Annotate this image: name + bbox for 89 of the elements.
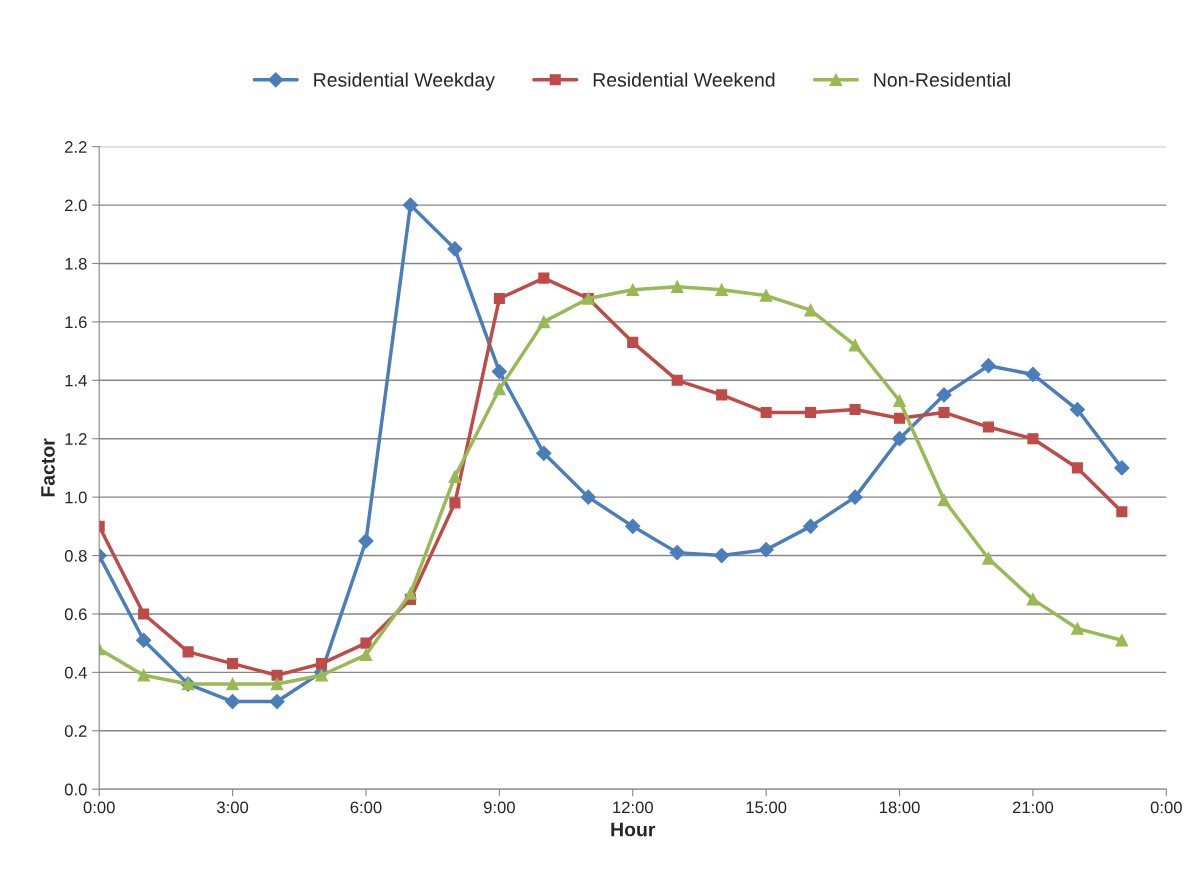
point xyxy=(537,315,551,329)
x-tick-label: 0:00 xyxy=(83,801,115,814)
point xyxy=(493,382,506,396)
y-tick-label: 1.6 xyxy=(65,316,87,329)
x-axis-title: Hour xyxy=(611,822,656,837)
point xyxy=(138,608,150,620)
point xyxy=(1071,462,1083,474)
point xyxy=(715,283,728,297)
point xyxy=(1071,622,1084,635)
point xyxy=(404,587,417,600)
point xyxy=(136,632,152,648)
point xyxy=(937,493,951,507)
y-tick-label: 0.2 xyxy=(64,725,87,737)
y-tick-label: 1.4 xyxy=(65,374,87,387)
point xyxy=(803,518,819,534)
point xyxy=(1116,506,1128,518)
x-tick-label: 9:00 xyxy=(483,801,515,814)
x-tick-label: 15:00 xyxy=(746,801,787,814)
point xyxy=(805,406,817,418)
point xyxy=(893,412,906,424)
point xyxy=(849,403,861,416)
point xyxy=(315,669,328,682)
point xyxy=(271,669,283,681)
point xyxy=(936,387,952,403)
point xyxy=(226,677,239,691)
point xyxy=(137,669,150,682)
x-tick-label: 3:00 xyxy=(216,801,249,814)
point xyxy=(580,489,596,505)
x-tick-label: 6:00 xyxy=(350,801,382,814)
x-tick-label: 0:00 xyxy=(1150,801,1182,814)
point xyxy=(360,637,372,649)
y-tick-label: 0.6 xyxy=(64,608,87,621)
point xyxy=(493,292,505,305)
point xyxy=(759,289,773,302)
point xyxy=(182,646,194,658)
y-tick-label: 0.4 xyxy=(64,666,87,679)
point xyxy=(270,677,284,691)
point xyxy=(982,552,995,565)
y-tick-label: 1.0 xyxy=(65,491,87,504)
point xyxy=(358,533,374,549)
legend-label: Residential Weekday xyxy=(314,72,495,91)
legend-label: Residential Weekend xyxy=(593,72,775,87)
point xyxy=(538,272,550,284)
point xyxy=(760,406,772,418)
point xyxy=(714,547,730,564)
point xyxy=(225,694,241,710)
y-axis-title: Factor xyxy=(41,438,55,497)
point xyxy=(227,658,239,670)
point xyxy=(670,280,684,294)
point xyxy=(402,197,419,213)
point xyxy=(669,545,685,561)
point xyxy=(359,648,373,662)
point xyxy=(804,303,817,317)
point xyxy=(938,406,950,418)
point xyxy=(447,241,463,257)
point xyxy=(1027,433,1039,445)
point xyxy=(315,658,328,670)
point xyxy=(891,431,908,447)
point xyxy=(269,694,285,710)
point xyxy=(1114,460,1130,476)
point xyxy=(1069,401,1085,418)
y-tick-label: 2.0 xyxy=(65,199,87,212)
point xyxy=(626,283,640,297)
point xyxy=(847,489,863,505)
point xyxy=(491,363,507,380)
y-tick-label: 1.2 xyxy=(65,433,87,445)
y-tick-label: 0.8 xyxy=(64,549,87,562)
point xyxy=(848,339,862,352)
point xyxy=(1115,633,1129,647)
point xyxy=(449,497,461,509)
point xyxy=(448,470,462,483)
y-tick-label: 0.0 xyxy=(64,783,87,796)
point xyxy=(1026,593,1040,606)
point xyxy=(716,389,728,401)
legend-label: Non-Residential xyxy=(874,72,1010,87)
y-tick-label: 2.2 xyxy=(65,141,87,153)
point xyxy=(893,394,906,408)
point xyxy=(758,542,774,558)
point xyxy=(1025,366,1041,383)
point xyxy=(627,336,639,348)
x-tick-label: 21:00 xyxy=(1012,801,1054,814)
point xyxy=(980,358,997,374)
x-tick-label: 18:00 xyxy=(879,801,920,814)
point xyxy=(536,445,552,461)
point xyxy=(982,421,995,433)
point xyxy=(625,518,641,534)
point xyxy=(671,374,683,386)
x-tick-label: 12:00 xyxy=(613,801,653,814)
y-tick-label: 1.8 xyxy=(65,257,87,270)
